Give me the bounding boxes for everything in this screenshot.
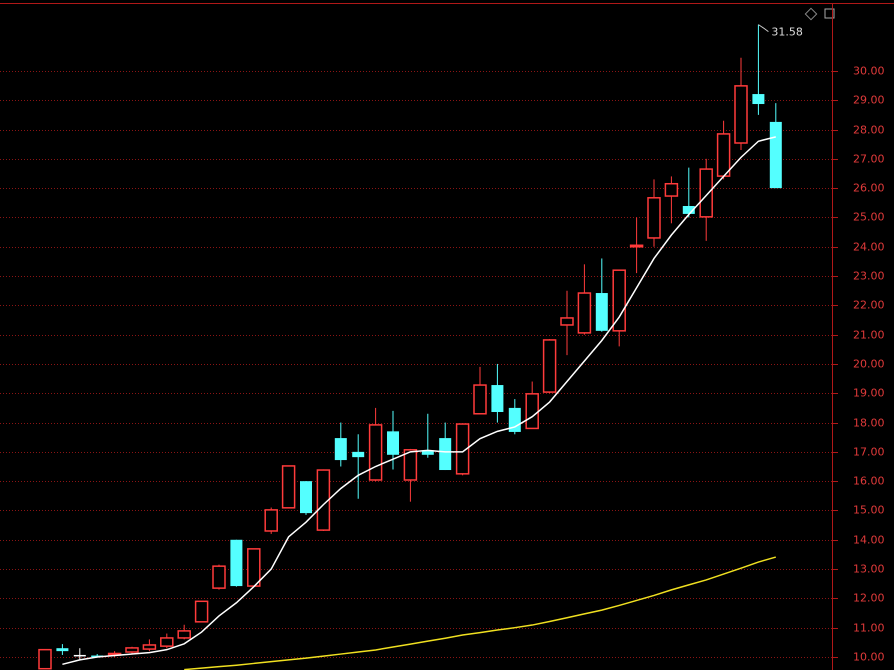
- candle-body: [160, 637, 174, 647]
- candle-body: [38, 648, 52, 670]
- moving-average-line: [62, 136, 776, 666]
- candle-body: [682, 206, 695, 214]
- y-tick-label: 11.00: [853, 622, 885, 635]
- y-tick-label: 18.00: [853, 417, 885, 430]
- candle-body: [212, 565, 226, 589]
- candle-body: [491, 385, 504, 413]
- candle-body: [629, 244, 644, 248]
- y-tick-label: 23.00: [853, 270, 885, 283]
- max-label: 31.58: [771, 26, 803, 39]
- max-pointer: [758, 24, 769, 33]
- y-tick-label: 22.00: [853, 299, 885, 312]
- candle-body: [612, 269, 626, 332]
- candle-body: [334, 438, 347, 461]
- y-tick-label: 21.00: [853, 329, 885, 342]
- candle-body: [281, 465, 296, 509]
- candle-body: [403, 449, 418, 481]
- candle-body: [455, 423, 470, 475]
- candle-body: [664, 182, 679, 197]
- candle-body: [368, 424, 383, 481]
- candle-body: [230, 539, 243, 587]
- diamond-icon[interactable]: [804, 7, 818, 21]
- candle-body: [716, 133, 731, 177]
- y-tick-label: 20.00: [853, 358, 885, 371]
- y-tick-label: 26.00: [853, 182, 885, 195]
- y-tick-label: 30.00: [853, 65, 885, 78]
- y-tick-label: 27.00: [853, 153, 885, 166]
- candle-body: [473, 384, 487, 415]
- y-tick-label: 13.00: [853, 563, 885, 576]
- y-tick-label: 15.00: [853, 504, 885, 517]
- candle-body: [177, 630, 191, 639]
- candle-body: [647, 197, 661, 239]
- candle-body: [769, 121, 782, 189]
- candle-body: [73, 654, 86, 657]
- candle-body: [542, 339, 557, 393]
- candle-body: [264, 509, 278, 532]
- candle-body: [525, 393, 539, 430]
- candle-body: [595, 293, 608, 331]
- y-tick-label: 24.00: [853, 241, 885, 254]
- candle-body: [560, 317, 574, 326]
- square-icon[interactable]: [824, 8, 835, 19]
- candle-body: [247, 548, 261, 587]
- y-tick-label: 29.00: [853, 94, 885, 107]
- candle-body: [699, 168, 713, 218]
- y-tick-label: 16.00: [853, 475, 885, 488]
- moving-average-line: [184, 556, 777, 670]
- candle-body: [577, 292, 592, 334]
- y-tick-label: 19.00: [853, 387, 885, 400]
- y-tick-label: 17.00: [853, 446, 885, 459]
- candle-body: [352, 451, 365, 458]
- y-tick-label: 14.00: [853, 534, 885, 547]
- candle-body: [125, 647, 139, 653]
- candle-body: [734, 85, 748, 144]
- y-tick-label: 10.00: [853, 651, 885, 664]
- candle-body: [56, 648, 69, 652]
- candle-body: [421, 450, 434, 455]
- y-tick-label: 28.00: [853, 124, 885, 137]
- candle-body: [752, 94, 765, 105]
- candle-body: [142, 644, 157, 650]
- candle-body: [387, 431, 399, 455]
- candle-body: [194, 600, 209, 623]
- y-tick-label: 25.00: [853, 211, 885, 224]
- y-tick-label: 12.00: [853, 592, 885, 605]
- candle-body: [439, 438, 452, 471]
- candle-body: [300, 481, 312, 514]
